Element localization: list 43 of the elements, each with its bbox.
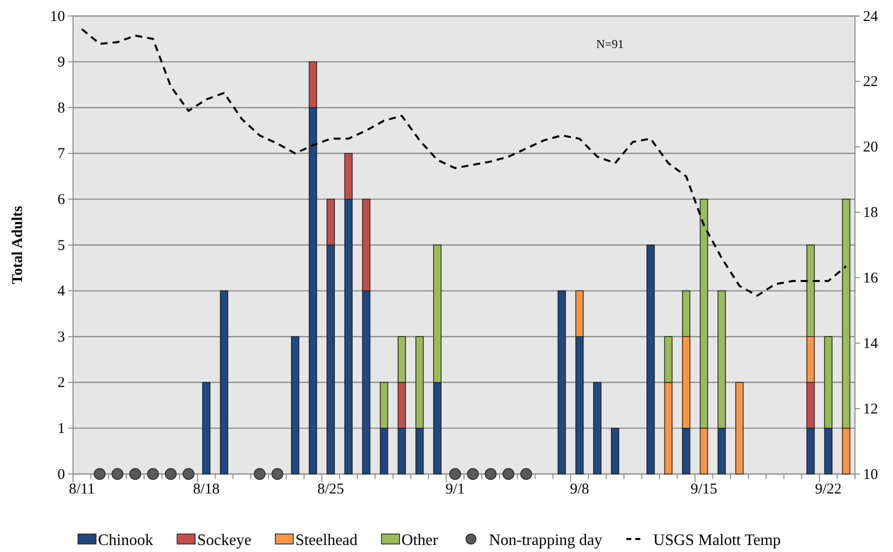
x-tick-label: 8/18 — [192, 482, 220, 498]
legend-label: Sockeye — [197, 532, 252, 549]
y-tick-label: 1 — [58, 421, 65, 437]
y-tick-label: 9 — [58, 54, 65, 71]
y-tick-label: 7 — [58, 146, 66, 162]
y2-tick-label: 10 — [863, 466, 878, 483]
x-tick-label: 9/8 — [570, 482, 590, 498]
bar — [220, 290, 228, 474]
y-tick-label: 10 — [50, 8, 65, 25]
line-series — [80, 28, 848, 297]
y-tick-label: 3 — [58, 329, 65, 346]
x-tick-label: 8/25 — [317, 482, 344, 498]
y2-tick-label: 24 — [863, 8, 878, 25]
x-tick-label: 8/11 — [68, 482, 95, 498]
y-tick-label: 6 — [58, 192, 66, 208]
x-tick-label: 9/15 — [690, 482, 718, 498]
y2-tick-label: 20 — [863, 140, 878, 156]
bar — [558, 290, 566, 474]
y-tick-label: 0 — [58, 466, 65, 483]
y2-tick-label: 22 — [863, 74, 878, 90]
x-tick-label: 9/22 — [815, 482, 842, 498]
y-tick-label: 5 — [58, 238, 65, 254]
legend-label: Other — [402, 532, 439, 549]
bar — [593, 382, 602, 474]
x-tick-label: 9/1 — [446, 482, 465, 498]
y-tick-label: 4 — [58, 284, 66, 300]
legend-label: USGS Malott Temp — [653, 532, 781, 549]
y2-tick-label: 14 — [863, 336, 878, 352]
bar — [646, 244, 655, 474]
bar — [735, 382, 744, 474]
y2-tick-label: 18 — [863, 205, 878, 222]
bar — [202, 382, 210, 474]
y-axis-title: Total Adults — [10, 206, 26, 284]
y-tick-label: 2 — [58, 375, 65, 392]
y-tick-label: 8 — [58, 100, 65, 116]
bar — [610, 428, 620, 474]
y2-tick-label: 12 — [863, 401, 878, 418]
bar — [291, 336, 300, 474]
annotation: N=91 — [596, 37, 624, 51]
legend-label: Steelhead — [295, 532, 358, 549]
legend-label: Chinook — [98, 532, 154, 549]
y2-tick-label: 16 — [863, 270, 878, 287]
legend-label: Non-trapping day — [488, 532, 602, 549]
